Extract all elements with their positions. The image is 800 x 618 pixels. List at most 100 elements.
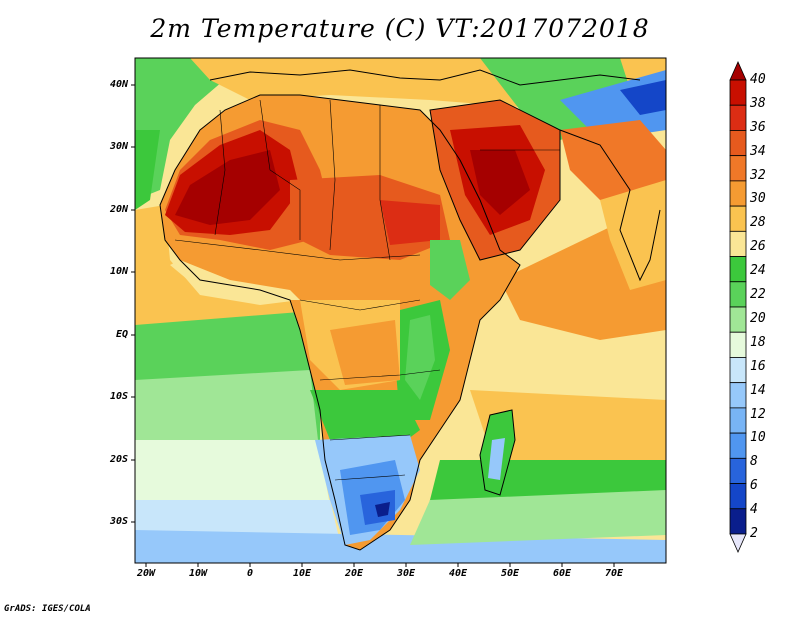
colorbar-box — [729, 331, 747, 358]
guinea-coast — [170, 260, 300, 300]
colorbar-box — [729, 457, 747, 484]
colorbar-box — [729, 230, 747, 257]
europe-coastline — [209, 69, 641, 86]
atlantic-south-lightgreen — [135, 370, 318, 440]
colorbar-box — [729, 306, 747, 333]
credit-text: GrADS: IGES/COLA — [4, 604, 91, 614]
colorbar-bottom-triangle — [729, 533, 747, 553]
y-label-10s: 10S — [109, 391, 128, 402]
border-8 — [329, 434, 411, 441]
colorbar-label: 30 — [750, 191, 766, 207]
colorbar-label: 8 — [750, 454, 758, 470]
border-4 — [379, 105, 391, 261]
colorbar-box — [729, 104, 747, 131]
sahara-hottest — [175, 150, 280, 225]
madagascar-highlands — [488, 438, 505, 480]
colorbar-label: 6 — [750, 478, 758, 494]
congo-warm — [330, 320, 400, 385]
colorbar-box — [729, 432, 747, 459]
colorbar-boxes — [729, 79, 747, 535]
colorbar-label: 18 — [750, 334, 766, 350]
colorbar-label: 12 — [750, 406, 766, 422]
himalaya-coldest — [620, 80, 666, 115]
colorbar-label: 24 — [750, 263, 766, 279]
temperature-field — [135, 58, 666, 563]
x-label-20w: 20W — [136, 568, 156, 579]
border-7 — [319, 369, 441, 381]
colorbar-box — [729, 130, 747, 157]
colorbar-box — [729, 155, 747, 182]
colorbar-label: 32 — [750, 167, 766, 183]
colorbar-box — [729, 483, 747, 510]
colorbar-label: 10 — [750, 430, 766, 446]
colorbar-box — [729, 281, 747, 308]
x-label-40e: 40E — [448, 568, 468, 579]
border-6 — [299, 299, 421, 311]
madagascar-coastline — [479, 409, 516, 496]
border-5 — [174, 239, 421, 261]
arabia-coastline — [429, 99, 561, 261]
india-coastline — [559, 129, 661, 282]
plot-frame — [134, 57, 667, 564]
sudan-hot — [380, 200, 440, 245]
border-3 — [329, 99, 336, 251]
x-label-50e: 50E — [500, 568, 520, 579]
colorbar-label: 2 — [750, 526, 758, 541]
y-label-10n: 10N — [109, 266, 128, 277]
colorbar-label: 38 — [750, 95, 766, 111]
atlantic-north-green — [135, 58, 240, 200]
x-label-60e: 60E — [552, 568, 572, 579]
chart-title: 2m Temperature (C) VT:2017072018 — [150, 14, 650, 43]
y-label-20n: 20N — [109, 204, 128, 215]
border-2 — [259, 99, 301, 240]
border-9 — [334, 474, 406, 481]
colorbar-label: 14 — [750, 382, 766, 398]
x-label-10w: 10W — [188, 568, 208, 579]
atlantic-tropical-warm — [135, 205, 300, 325]
y-label-eq: EQ — [115, 329, 128, 340]
lakes-green — [405, 315, 435, 400]
colorbar-box — [729, 180, 747, 207]
x-label-70e: 70E — [604, 568, 624, 579]
arabia-hottest — [470, 150, 530, 215]
colorbar — [729, 61, 747, 553]
colorbar-box — [729, 256, 747, 283]
colorbar-label: 40 — [750, 72, 766, 87]
colorbar-label: 36 — [750, 119, 766, 135]
colorbar-label: 16 — [750, 358, 766, 374]
atlantic-green-band — [135, 130, 160, 210]
x-label-0: 0 — [246, 568, 254, 579]
colorbar-label: 20 — [750, 310, 766, 326]
india-warm — [600, 180, 666, 290]
colorbar-label: 4 — [750, 502, 758, 518]
colorbar-label: 34 — [750, 143, 766, 159]
ethiopia-green — [430, 240, 470, 300]
colorbar-label: 26 — [750, 239, 766, 255]
colorbar-box — [729, 508, 747, 535]
y-label-20s: 20S — [109, 454, 128, 465]
y-label-30n: 30N — [109, 141, 128, 152]
x-label-30e: 30E — [396, 568, 416, 579]
x-label-10e: 10E — [292, 568, 312, 579]
border-1 — [214, 109, 226, 236]
colorbar-box — [729, 205, 747, 232]
country-borders — [174, 99, 560, 481]
africa-coastline — [159, 94, 521, 551]
indian-ocean-south-light — [410, 490, 666, 545]
indian-ocean-mid — [470, 390, 666, 480]
x-label-20e: 20E — [344, 568, 364, 579]
y-label-40n: 40N — [109, 79, 128, 90]
colorbar-box — [729, 382, 747, 409]
coastlines — [159, 69, 661, 551]
colorbar-top-triangle — [729, 61, 747, 81]
colorbar-box — [729, 407, 747, 434]
y-label-30s: 30S — [109, 516, 128, 527]
angola-zambia-green — [310, 390, 420, 445]
colorbar-label: 28 — [750, 215, 766, 231]
colorbar-box — [729, 79, 747, 106]
colorbar-box — [729, 357, 747, 384]
colorbar-label: 22 — [750, 287, 766, 303]
axis-ticks — [131, 84, 615, 567]
lesotho-coldest — [375, 502, 390, 517]
